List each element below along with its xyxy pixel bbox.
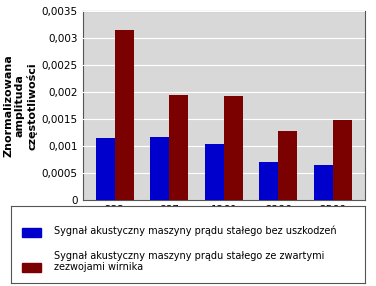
Text: Sygnał akustyczny maszyny prądu stałego ze zwartymi
zezwojami wirnika: Sygnał akustyczny maszyny prądu stałego … [54, 251, 324, 272]
Bar [115, 30, 134, 200]
Bar [96, 138, 115, 200]
Bar [259, 162, 278, 200]
X-axis label: Częstotliwość [Hz]: Częstotliwość [Hz] [166, 219, 281, 231]
Bar [22, 263, 41, 272]
Text: Sygnał akustyczny maszyny prądu stałego bez uszkodzeń: Sygnał akustyczny maszyny prądu stałego … [54, 225, 336, 236]
Y-axis label: Znormalizowana
amplituda
częstotliwości: Znormalizowana amplituda częstotliwości [3, 54, 38, 157]
Bar [150, 136, 169, 200]
Bar [314, 165, 333, 200]
Bar [278, 131, 297, 200]
Bar [333, 120, 352, 200]
Bar [205, 144, 224, 200]
Bar [169, 95, 188, 200]
Bar [22, 229, 41, 237]
Bar [224, 96, 243, 200]
